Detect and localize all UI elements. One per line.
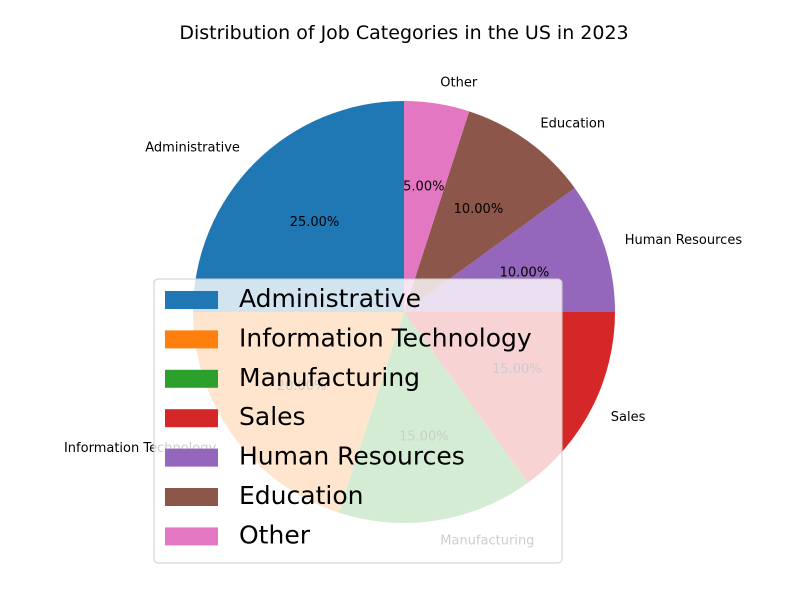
legend-swatch-education — [165, 488, 218, 506]
legend-label-other: Other — [239, 520, 311, 549]
legend-swatch-administrative — [165, 291, 218, 309]
pie-slice-administrative — [193, 101, 404, 312]
slice-label-administrative: Administrative — [145, 140, 240, 155]
legend-label-manufacturing: Manufacturing — [239, 363, 420, 392]
legend-label-information-technology: Information Technology — [239, 323, 532, 352]
slice-label-sales: Sales — [611, 410, 646, 425]
pie-slice-education — [404, 111, 575, 312]
legend-entries: Administrative Information Technology Manu… — [165, 284, 532, 549]
slice-label-education: Education — [540, 117, 605, 132]
slice-percent-other: 5.00% — [403, 180, 444, 195]
legend-swatch-manufacturing — [165, 369, 218, 388]
legend-swatch-other — [165, 527, 218, 546]
legend-label-human-resources: Human Resources — [239, 442, 465, 471]
legend-label-administrative: Administrative — [239, 284, 421, 313]
legend: Administrative Information Technology Manu… — [153, 278, 563, 564]
slice-percent-human-resources: 10.00% — [500, 265, 550, 280]
chart-title: Distribution of Job Categories in the US… — [179, 22, 628, 44]
pie-slice-other — [404, 101, 470, 312]
legend-frame — [153, 278, 563, 564]
slice-percent-education: 10.00% — [454, 202, 504, 217]
slice-percent-administrative: 25.00% — [290, 215, 340, 230]
slice-label-human-resources: Human Resources — [625, 233, 743, 248]
legend-swatch-sales — [165, 409, 218, 428]
legend-label-sales: Sales — [239, 402, 306, 431]
legend-label-education: Education — [239, 481, 363, 510]
slice-label-other: Other — [440, 75, 478, 90]
legend-swatch-human-resources — [165, 448, 218, 467]
legend-swatch-information-technology — [165, 330, 218, 349]
